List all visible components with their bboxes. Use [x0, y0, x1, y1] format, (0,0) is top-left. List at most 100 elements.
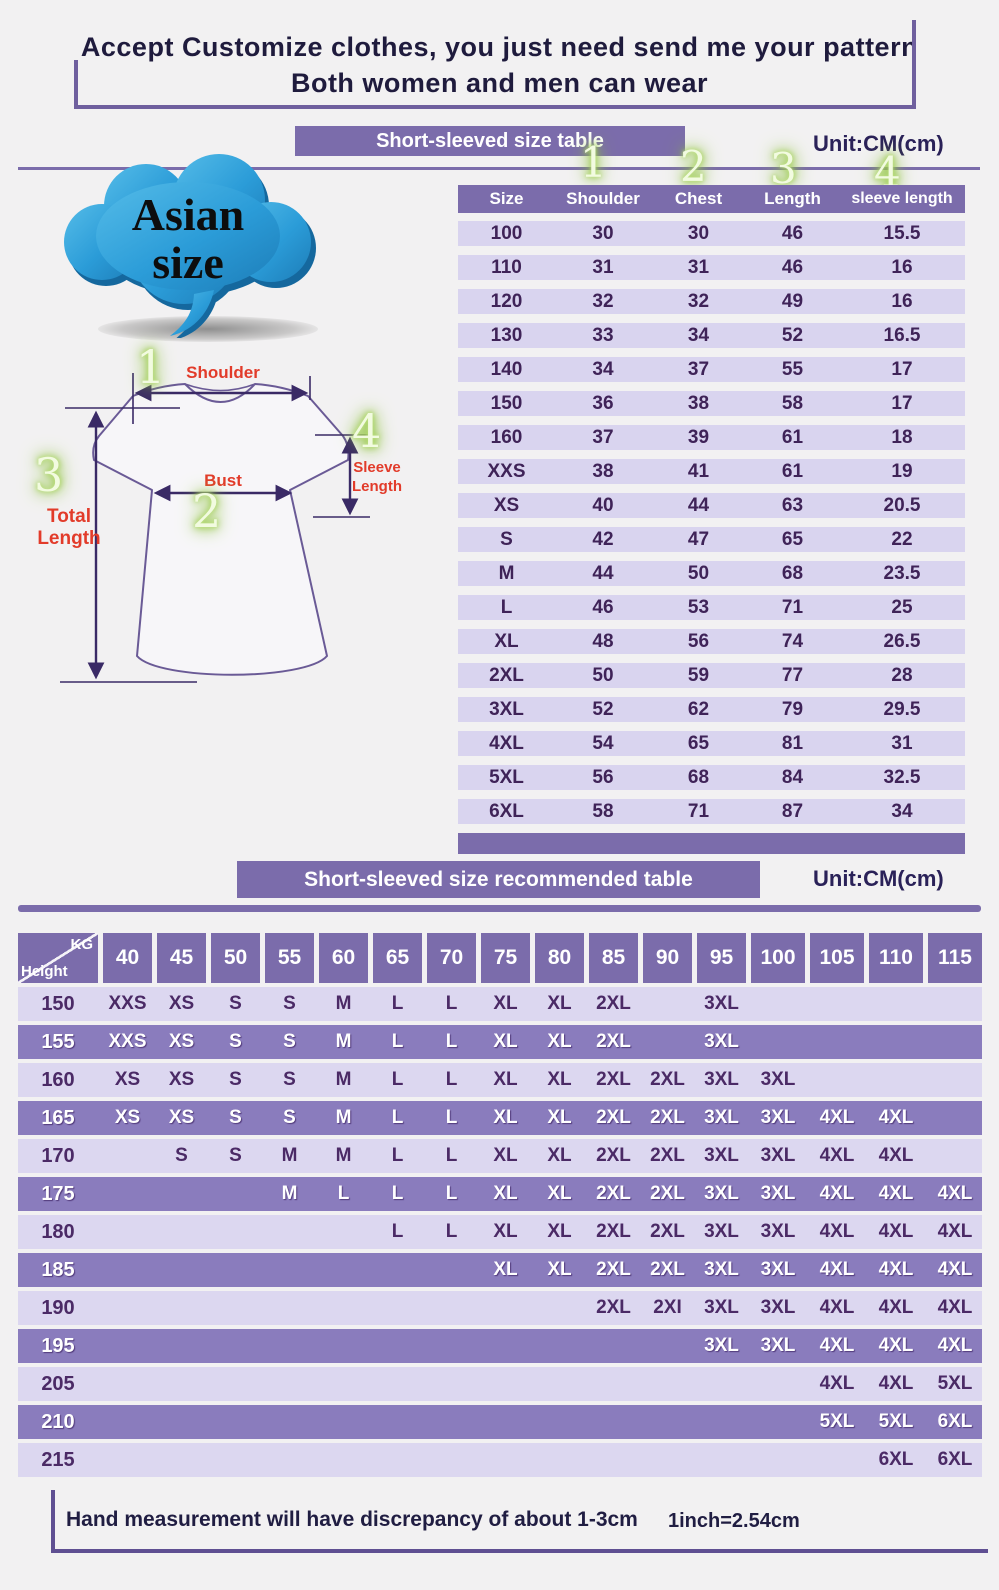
size-value-cell: 65 — [687, 733, 710, 754]
recommend-size-cell — [589, 1405, 638, 1439]
size-value-cell: 87 — [781, 801, 804, 822]
recommend-size-cell: XL — [547, 1107, 572, 1128]
size-value-cell: 37 — [592, 427, 614, 448]
recommend-size-cell: 3XL — [704, 993, 739, 1014]
size-table-row: XXS 38 41 61 19 — [458, 459, 965, 484]
recommend-size-cell — [157, 1215, 206, 1249]
size-label-cell: 6XL — [489, 801, 524, 822]
recommend-size-cell: 2XL — [596, 1259, 631, 1280]
size-label-cell: 4XL — [489, 733, 524, 754]
size-table-row: XS 40 44 63 20.5 — [458, 493, 965, 518]
weight-header-cell: 100 — [751, 933, 805, 983]
recommend-size-cell: L — [445, 1183, 458, 1204]
size-value-cell: 46 — [781, 257, 804, 278]
height-label-cell: 180 — [41, 1221, 75, 1243]
weight-header-cell: 90 — [643, 933, 692, 983]
recommend-size-cell — [103, 1253, 152, 1287]
recommend-table: KG Height 40 45 50 55 60 65 70 75 80 85 90 95 100 105… — [18, 933, 982, 1477]
recommend-size-cell — [697, 1405, 746, 1439]
recommend-size-cell — [751, 1367, 805, 1401]
corner-kg-label: KG — [70, 936, 94, 953]
recommend-size-cell: XXS — [108, 1031, 147, 1052]
size-label-cell: 5XL — [489, 767, 524, 788]
recommend-table-header: KG Height 40 45 50 55 60 65 70 75 80 85 90 95 100 105… — [18, 933, 982, 983]
unit-label-1: Unit:CM(cm) — [813, 131, 944, 156]
weight-header-cell: 40 — [103, 933, 152, 983]
weight-header-cell: 105 — [810, 933, 864, 983]
sleeve-length-label-1: Sleeve — [353, 459, 401, 476]
size-table-row: 120 32 32 49 16 — [458, 289, 965, 314]
cloud-text-line1: Asian — [132, 189, 244, 240]
recommend-size-cell — [481, 1291, 530, 1325]
height-label-cell: 175 — [41, 1183, 75, 1205]
recommend-size-cell — [265, 1443, 314, 1477]
recommend-size-cell: XS — [168, 1069, 195, 1090]
recommend-size-cell: L — [445, 1107, 458, 1128]
recommend-size-cell — [751, 987, 805, 1021]
recommend-size-cell — [211, 1367, 260, 1401]
recommend-size-cell — [103, 1139, 152, 1173]
recommend-size-cell: 2XL — [650, 1259, 685, 1280]
size-value-cell: 31 — [592, 257, 614, 278]
size-value-cell: 52 — [781, 325, 804, 346]
recommend-size-cell — [103, 1329, 152, 1363]
recommend-table-row: 205 4XL 4XL 5XL — [18, 1367, 982, 1401]
size-table-row: 2XL 50 59 77 28 — [458, 663, 965, 688]
size-value-cell: 54 — [592, 733, 614, 754]
size-value-cell: 30 — [687, 223, 710, 244]
recommend-size-cell: 3XL — [704, 1031, 739, 1052]
size-value-cell: 16 — [891, 291, 913, 312]
recommend-size-cell: M — [281, 1145, 298, 1166]
size-value-cell: 16.5 — [883, 325, 921, 346]
recommend-size-cell: 2XL — [596, 1069, 631, 1090]
recommend-size-cell: 6XL — [937, 1411, 973, 1432]
size-value-cell: 44 — [687, 495, 710, 516]
size-value-cell: 50 — [687, 563, 710, 584]
recommend-size-cell: XS — [168, 1031, 195, 1052]
size-value-cell: 56 — [592, 767, 614, 788]
size-value-cell: 74 — [781, 631, 804, 652]
size-value-cell: 18 — [891, 427, 913, 448]
recommend-size-cell — [810, 1063, 864, 1097]
size-table-row: L 46 53 71 25 — [458, 595, 965, 620]
recommend-size-cell: M — [335, 1069, 352, 1090]
shoulder-label: Shoulder — [186, 363, 260, 382]
recommend-size-cell: XS — [114, 1069, 141, 1090]
recommend-size-cell — [928, 987, 982, 1021]
recommend-size-cell: 3XL — [704, 1145, 739, 1166]
recommend-size-cell — [211, 1291, 260, 1325]
recommend-size-cell: 4XL — [819, 1183, 855, 1204]
size-value-cell: 37 — [687, 359, 710, 380]
recommend-size-cell: 2XL — [596, 1031, 631, 1052]
recommend-size-cell: 4XL — [819, 1259, 855, 1280]
recommend-size-cell — [373, 1253, 422, 1287]
recommend-size-cell: S — [175, 1145, 188, 1166]
recommend-size-cell: S — [229, 1145, 242, 1166]
recommend-size-cell: XL — [547, 1145, 572, 1166]
size-value-cell: 46 — [781, 223, 804, 244]
height-label-cell: 170 — [41, 1145, 75, 1167]
size-value-cell: 29.5 — [883, 699, 921, 720]
recommend-size-cell: M — [335, 993, 352, 1014]
size-label-cell: XS — [493, 495, 520, 516]
height-label-cell: 190 — [41, 1297, 75, 1319]
weight-header-cell: 85 — [589, 933, 638, 983]
divider-line-thick — [18, 905, 981, 912]
size-table-row: XL 48 56 74 26.5 — [458, 629, 965, 654]
size-value-cell: 41 — [687, 461, 710, 482]
size-label-cell: L — [500, 597, 513, 618]
size-value-cell: 34 — [891, 801, 913, 822]
recommend-size-cell: XL — [547, 1221, 572, 1242]
corner-height-label: Height — [21, 963, 68, 980]
size-value-cell: 58 — [592, 801, 614, 822]
recommend-size-cell — [535, 1291, 584, 1325]
height-label-cell: 150 — [41, 993, 75, 1015]
size-value-cell: 23.5 — [883, 563, 921, 584]
recommend-size-cell: 4XL — [937, 1335, 973, 1356]
recommend-size-cell — [211, 1405, 260, 1439]
recommend-size-cell: XL — [493, 1069, 518, 1090]
recommend-size-cell: 3XL — [760, 1069, 796, 1090]
size-value-cell: 36 — [592, 393, 614, 414]
recommend-size-cell — [697, 1367, 746, 1401]
weight-header-cell: 80 — [535, 933, 584, 983]
